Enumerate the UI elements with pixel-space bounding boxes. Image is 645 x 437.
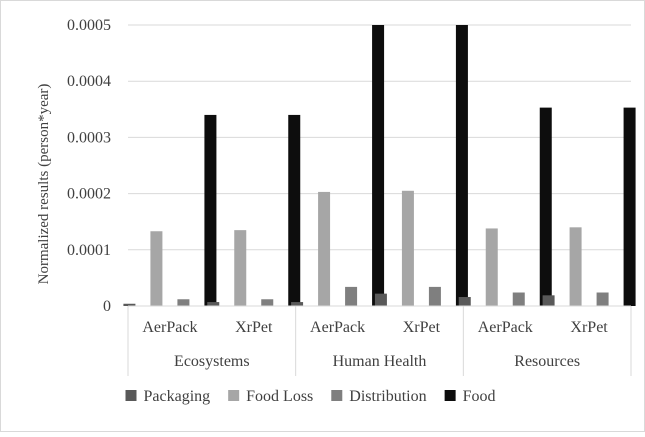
bar-distribution xyxy=(596,292,609,306)
bar-packaging xyxy=(374,293,387,306)
bar-food xyxy=(372,25,385,306)
legend-label: Distribution xyxy=(349,388,426,405)
bar-food xyxy=(455,25,468,306)
y-axis-label: Normalized results (person*year) xyxy=(36,84,52,285)
bar-distribution xyxy=(428,286,441,306)
legend-swatch xyxy=(444,390,456,401)
x-group-label: Human Health xyxy=(333,353,427,370)
legend-swatch xyxy=(331,390,343,401)
x-category-label: AerPack xyxy=(142,319,197,336)
bar-food-loss xyxy=(401,190,414,306)
y-tick-label: 0.0001 xyxy=(67,242,111,259)
x-axis: AerPack XrPet AerPack XrPet AerPack XrPet Ecos… xyxy=(127,305,632,376)
legend-item-food: Food xyxy=(444,388,496,405)
bar-distribution xyxy=(177,299,190,306)
legend-label: Food xyxy=(463,388,496,405)
y-tick-label: 0.0003 xyxy=(67,129,111,146)
bar-food xyxy=(539,107,552,306)
legend-item-distribution: Distribution xyxy=(331,388,427,405)
bar-packaging xyxy=(458,297,471,306)
bars-layer xyxy=(123,25,636,306)
x-category-label: AerPack xyxy=(310,319,365,336)
bar-distribution xyxy=(512,292,525,306)
bar-food-loss xyxy=(150,231,163,306)
bar-food xyxy=(623,107,636,306)
x-category-label: AerPack xyxy=(478,319,533,336)
x-category-label: XrPet xyxy=(235,319,273,336)
bar-food xyxy=(204,114,217,306)
y-tick-label: 0.0002 xyxy=(67,186,111,203)
legend-label: Packaging xyxy=(144,388,211,405)
bar-food-loss xyxy=(569,227,582,306)
legend-swatch xyxy=(228,390,240,401)
bar-packaging xyxy=(123,303,136,306)
x-category-label: XrPet xyxy=(403,319,441,336)
bar-distribution xyxy=(345,286,358,306)
legend: Packaging Food Loss Distribution Food xyxy=(125,388,496,405)
legend-item-food-loss: Food Loss xyxy=(228,388,313,405)
x-category-label: XrPet xyxy=(570,319,608,336)
y-tick-labels: 0 0.0001 0.0002 0.0003 0.0004 0.0005 xyxy=(67,17,111,315)
y-tick-label: 0.0005 xyxy=(67,17,111,34)
legend-item-packaging: Packaging xyxy=(125,388,211,405)
bar-food-loss xyxy=(318,191,331,306)
bar-packaging xyxy=(542,295,555,306)
bar-packaging xyxy=(207,302,220,306)
x-group-label: Ecosystems xyxy=(174,353,250,370)
y-tick-label: 0 xyxy=(103,298,111,315)
legend-swatch xyxy=(125,390,137,401)
x-group-label: Resources xyxy=(514,353,580,370)
legend-label: Food Loss xyxy=(246,388,313,405)
bar-food-loss xyxy=(485,228,498,306)
bar-food-loss xyxy=(234,230,247,306)
bar-packaging xyxy=(291,302,304,306)
bar-food xyxy=(288,114,301,306)
bar-distribution xyxy=(261,299,274,306)
y-tick-label: 0.0004 xyxy=(67,73,111,90)
